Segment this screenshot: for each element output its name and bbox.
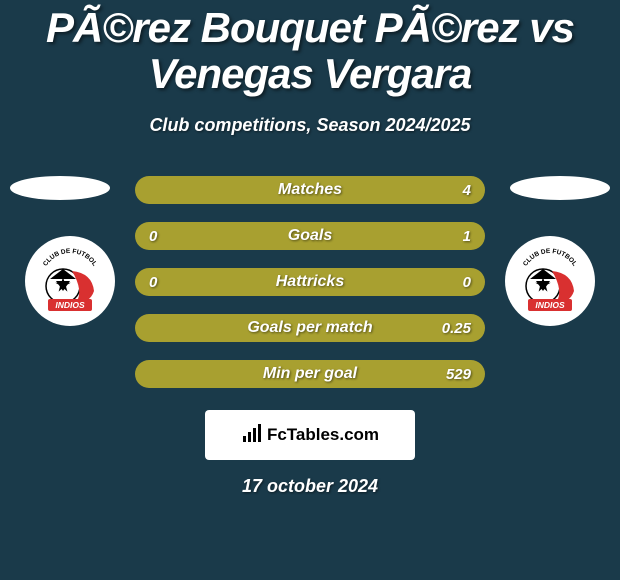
stat-row: Matches 4 — [135, 176, 485, 204]
comparison-date: 17 october 2024 — [0, 476, 620, 497]
stat-row: Goals per match 0.25 — [135, 314, 485, 342]
stat-label: Min per goal — [263, 365, 357, 383]
comparison-title: PÃ©rez Bouquet PÃ©rez vs Venegas Vergara — [0, 5, 620, 97]
stat-right-value: 0 — [463, 274, 471, 291]
stat-right-value: 4 — [463, 182, 471, 199]
player-marker-left — [10, 176, 110, 200]
player-marker-right — [510, 176, 610, 200]
stat-right-value: 1 — [463, 228, 471, 245]
stat-right-value: 0.25 — [442, 320, 471, 337]
footer-logo[interactable]: FcTables.com — [205, 410, 415, 460]
club-badge-right: CLUB DE FUTBOL INDIOS — [505, 236, 595, 326]
stat-row: 0 Goals 1 — [135, 222, 485, 250]
stats-list: Matches 4 0 Goals 1 0 Hattricks 0 Goals … — [135, 176, 485, 388]
svg-text:CLUB DE FUTBOL: CLUB DE FUTBOL — [522, 248, 578, 268]
comparison-card: PÃ©rez Bouquet PÃ©rez vs Venegas Vergara… — [0, 0, 620, 497]
club-logo-icon: CLUB DE FUTBOL INDIOS — [30, 241, 110, 321]
footer-logo-text: FcTables.com — [267, 425, 379, 445]
svg-text:CLUB DE FUTBOL: CLUB DE FUTBOL — [42, 248, 98, 268]
stat-left-value: 0 — [149, 274, 157, 291]
club-badge-left: CLUB DE FUTBOL INDIOS — [25, 236, 115, 326]
stat-label: Hattricks — [276, 273, 344, 291]
stat-right-value: 529 — [446, 366, 471, 383]
svg-text:INDIOS: INDIOS — [535, 300, 565, 310]
comparison-subtitle: Club competitions, Season 2024/2025 — [0, 115, 620, 136]
chart-icon — [241, 422, 263, 449]
stat-label: Goals — [288, 227, 332, 245]
stat-row: 0 Hattricks 0 — [135, 268, 485, 296]
stat-left-value: 0 — [149, 228, 157, 245]
stat-label: Matches — [278, 181, 342, 199]
stat-label: Goals per match — [247, 319, 372, 337]
svg-text:INDIOS: INDIOS — [55, 300, 85, 310]
stat-row: Min per goal 529 — [135, 360, 485, 388]
club-logo-icon: CLUB DE FUTBOL INDIOS — [510, 241, 590, 321]
stats-area: CLUB DE FUTBOL INDIOS CLUB DE FUTBOL — [0, 176, 620, 497]
